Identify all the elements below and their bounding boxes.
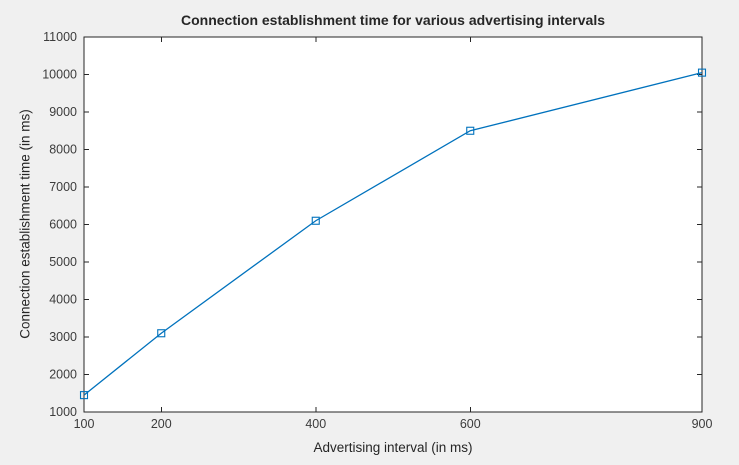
y-tick-label: 5000 xyxy=(49,255,77,269)
data-point-marker xyxy=(79,391,89,400)
axes-box xyxy=(83,36,703,413)
y-tick-label: 9000 xyxy=(49,105,77,119)
x-tick-label: 400 xyxy=(305,417,326,431)
data-line xyxy=(83,71,703,396)
x-axis-label: Advertising interval (in ms) xyxy=(313,440,473,455)
data-point-marker xyxy=(466,126,475,135)
y-tick-label: 2000 xyxy=(49,368,77,382)
y-tick-label: 10000 xyxy=(42,68,77,82)
x-tick-label: 900 xyxy=(692,417,713,431)
y-axis-label: Connection establishment time (in ms) xyxy=(17,109,33,339)
y-tick-label: 6000 xyxy=(49,218,77,232)
x-tick-label: 600 xyxy=(460,417,481,431)
data-point-marker xyxy=(157,329,166,338)
chart-title: Connection establishment time for variou… xyxy=(181,12,605,28)
x-tick-label: 100 xyxy=(74,417,95,431)
data-point-marker xyxy=(697,68,707,77)
y-tick-label: 1000 xyxy=(49,405,77,419)
y-tick-label: 3000 xyxy=(49,330,77,344)
y-tick-label: 11000 xyxy=(43,30,77,44)
x-tick-label: 200 xyxy=(151,417,172,431)
plot-background xyxy=(84,37,702,412)
data-point-marker xyxy=(311,216,320,225)
y-tick-label: 7000 xyxy=(49,180,77,194)
y-tick-label: 4000 xyxy=(49,293,77,307)
y-tick-label: 8000 xyxy=(49,143,77,157)
